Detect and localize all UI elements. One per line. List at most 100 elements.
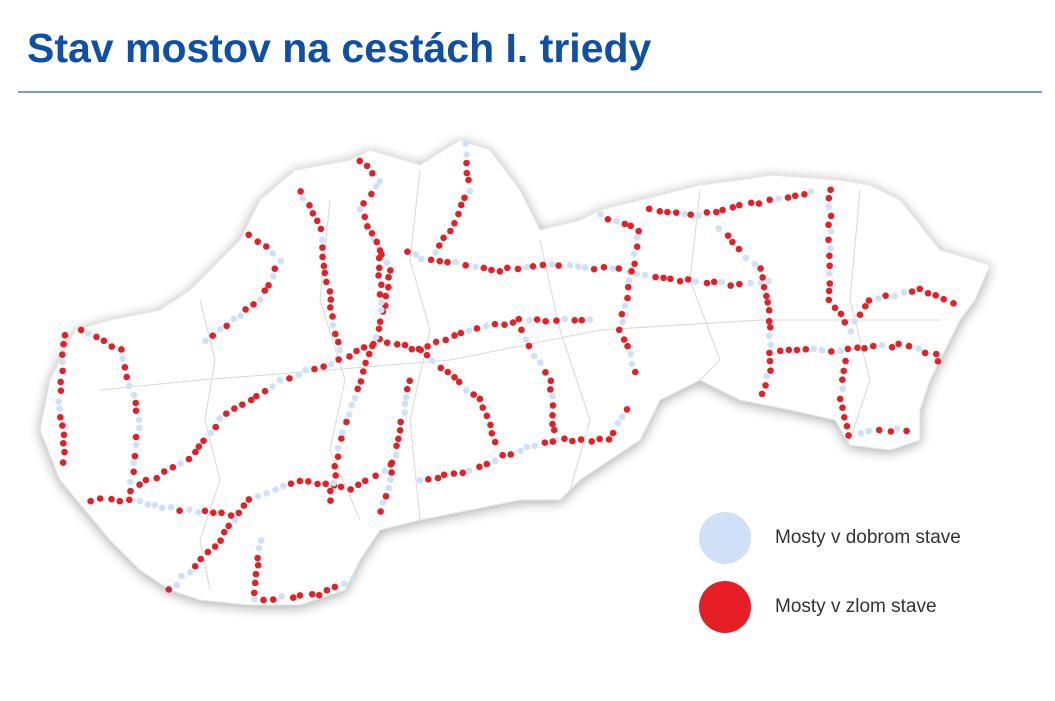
bridge-dot — [882, 292, 889, 299]
bridge-dot — [841, 319, 849, 326]
bridge-dot — [791, 192, 799, 200]
bridge-dot — [286, 375, 293, 382]
bridge-dot — [55, 398, 62, 405]
bridge-dot — [839, 404, 846, 411]
bridge-dot — [476, 395, 484, 403]
bridge-dot — [826, 262, 833, 270]
bridge-dot — [339, 429, 346, 436]
bridge-dot — [331, 462, 339, 470]
bridge-dot — [278, 593, 286, 600]
bridge-dot — [127, 487, 134, 495]
bridge-dot — [766, 349, 773, 357]
bridge-dot — [681, 210, 688, 218]
bridge-dot — [455, 210, 462, 218]
bridge-dot — [518, 326, 525, 334]
bridge-dot — [375, 272, 382, 279]
bridge-dot — [276, 376, 284, 384]
bridge-dot — [613, 217, 620, 225]
bridge-dot — [202, 337, 209, 345]
bridge-dot — [357, 378, 365, 385]
bridge-dot — [547, 386, 554, 393]
bridge-dot — [915, 345, 922, 352]
bridge-dot — [656, 207, 664, 215]
bridge-dot — [539, 261, 547, 269]
bridge-dot — [250, 589, 258, 597]
bridge-dot — [240, 502, 248, 509]
bridge-dot — [869, 342, 877, 350]
bridge-dot — [614, 419, 622, 427]
bridge-dot — [463, 159, 470, 167]
bridge-dot — [136, 424, 143, 432]
bridge-dot — [119, 355, 126, 362]
bridge-dot — [250, 301, 257, 308]
bridge-dot — [186, 506, 193, 513]
bridge-dot — [837, 310, 845, 318]
bridge-dot — [272, 486, 279, 493]
bridge-dot — [375, 254, 383, 262]
bridge-dot — [368, 230, 376, 237]
bridge-dot — [549, 438, 557, 445]
bridge-dot — [641, 271, 649, 279]
bridge-dot — [793, 346, 801, 354]
bridge-dot — [461, 194, 468, 202]
bridge-dot — [96, 495, 104, 502]
bridge-dot — [827, 212, 835, 220]
bridge-dot — [59, 351, 66, 359]
bridge-dot — [462, 387, 470, 394]
bridge-dot — [672, 209, 680, 216]
bridge-dot — [479, 404, 487, 411]
bridge-dot — [218, 509, 225, 517]
bridge-dot — [271, 265, 279, 272]
bridge-dot — [237, 312, 244, 320]
bridge-dot — [934, 358, 942, 365]
bridge-dot — [457, 329, 465, 337]
bridge-dot — [825, 194, 833, 202]
bridge-dot — [703, 279, 711, 287]
bridge-dot — [254, 561, 262, 569]
bridge-dot — [509, 319, 517, 326]
bridge-dot — [57, 387, 65, 394]
bridge-dot — [847, 328, 855, 335]
bridge-dot — [123, 373, 131, 381]
bridge-dot — [136, 481, 143, 489]
bridge-dot — [596, 435, 603, 443]
bridge-dot — [314, 480, 321, 488]
bridge-dot — [260, 596, 267, 604]
bridge-dot — [126, 478, 134, 486]
bridge-dot — [600, 263, 608, 271]
bridge-dot — [766, 196, 773, 204]
bridge-dot — [230, 315, 238, 323]
bridge-dot — [843, 422, 851, 430]
bridge-dot — [319, 244, 326, 251]
bridge-dot — [408, 345, 416, 353]
bridge-dot — [59, 367, 66, 375]
bridge-dot — [561, 315, 569, 323]
bridge-dot — [628, 267, 635, 275]
bridge-dot — [865, 427, 872, 435]
bridge-dot — [487, 421, 494, 429]
bridge-dot — [209, 509, 217, 516]
bridge-dot — [360, 344, 368, 351]
bridge-dot — [483, 412, 491, 420]
bridge-dot — [470, 391, 477, 398]
bridge-dot — [225, 522, 232, 530]
bridge-dot — [356, 206, 364, 213]
bridge-dot — [517, 447, 524, 455]
bridge-dot — [609, 265, 617, 272]
bridge-dot — [718, 278, 725, 286]
bridge-dot — [406, 377, 413, 385]
bridge-dot — [840, 367, 848, 375]
bridge-dot — [660, 274, 667, 282]
bridge-dot — [627, 222, 635, 230]
bridge-dot — [245, 231, 253, 239]
bridge-dot — [382, 292, 390, 300]
bridge-dot — [385, 273, 392, 281]
bridge-dot — [888, 343, 896, 351]
bridge-dot — [235, 509, 243, 517]
bridge-dot — [857, 429, 865, 437]
bridge-dot — [296, 477, 304, 485]
bridge-dot — [547, 377, 555, 385]
bridge-dot — [176, 507, 183, 514]
